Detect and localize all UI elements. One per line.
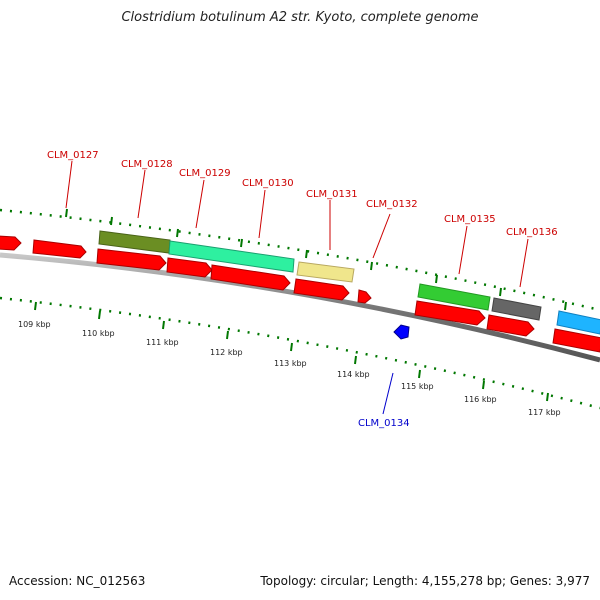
scale-tick-label: 114 kbp [337, 370, 370, 379]
gene-block-gray [491, 297, 542, 321]
label-leader-line-reverse [382, 372, 394, 415]
cds-arrow [293, 278, 350, 301]
scale-tick-label: 116 kbp [464, 395, 497, 404]
scale-tick-label: 115 kbp [401, 382, 434, 391]
gene-block-sky [556, 310, 600, 335]
scale-tick-label: 117 kbp [528, 408, 561, 417]
cds-arrow [552, 328, 600, 353]
gene-block-green [417, 283, 491, 311]
scale-tick-label: 109 kbp [18, 320, 51, 329]
gene-block-aquamarine [168, 240, 295, 273]
outer-major-ticks [65, 208, 567, 311]
cds-arrow [32, 239, 87, 259]
gene-labels: CLM_0127 CLM_0128 CLM_0129 CLM_0130 CLM_… [47, 150, 558, 429]
cds-arrow [486, 314, 535, 337]
gene-label: CLM_0131 [306, 189, 358, 200]
inner-major-ticks [34, 301, 549, 402]
gene-label: CLM_0134 [358, 418, 410, 429]
cds-arrow [210, 264, 291, 291]
reverse-cds-arrow [393, 324, 410, 340]
outer-feature-ring [0, 230, 600, 335]
cds-arrow [414, 300, 486, 326]
map-title: Clostridium botulinum A2 str. Kyoto, com… [121, 10, 479, 25]
genome-stats-text: Topology: circular; Length: 4,155,278 bp… [260, 574, 590, 588]
cds-arrow [357, 289, 372, 304]
scale-tick-label: 110 kbp [82, 329, 115, 338]
gene-label: CLM_0132 [366, 199, 418, 210]
scale-tick-label: 113 kbp [274, 359, 307, 368]
gene-block-khaki [296, 261, 355, 283]
gene-block-olive [98, 230, 171, 254]
scale-tick-label: 111 kbp [146, 338, 179, 347]
inner-feature-ring [96, 248, 600, 353]
cds-arrow [166, 257, 213, 278]
label-leader-lines [65, 160, 529, 288]
gene-label: CLM_0128 [121, 159, 173, 170]
gene-label: CLM_0130 [242, 178, 294, 189]
gene-label: CLM_0127 [47, 150, 99, 161]
gene-label: CLM_0136 [506, 227, 558, 238]
gene-label: CLM_0135 [444, 214, 496, 225]
scale-tick-labels: 109 kbp 110 kbp 111 kbp 112 kbp 113 kbp … [18, 320, 561, 417]
cds-arrow [0, 235, 22, 251]
gene-label: CLM_0129 [179, 168, 231, 179]
accession-text: Accession: NC_012563 [9, 574, 146, 588]
scale-tick-label: 112 kbp [210, 348, 243, 357]
cds-arrow [96, 248, 167, 271]
